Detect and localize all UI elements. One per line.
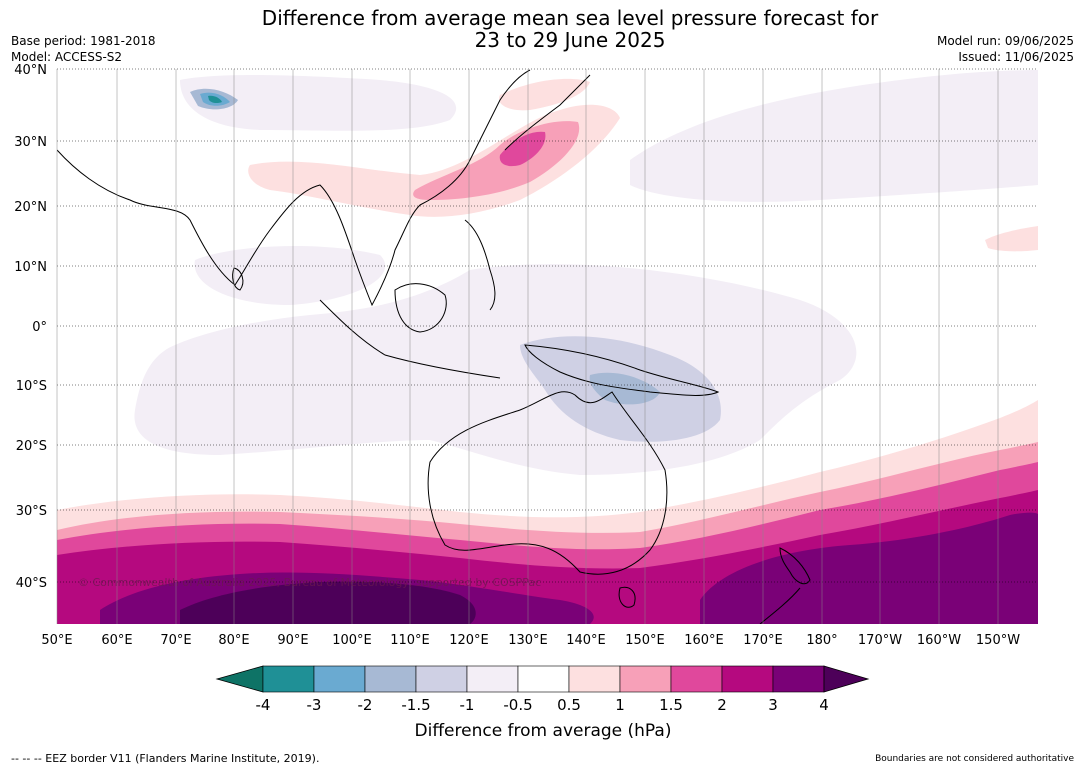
coastline-sumatra-java bbox=[319, 299, 501, 379]
colorbar-bin bbox=[466, 665, 519, 693]
longitude-labels: 50°E 60°E 70°E 80°E 90°E 100°E 110°E 120… bbox=[41, 633, 1020, 648]
colorbar-bin bbox=[670, 665, 723, 693]
lon-label: 150°W bbox=[976, 633, 1020, 648]
coastline-asia bbox=[57, 69, 531, 307]
latitude-labels: 40°N 30°N 20°N 10°N 0° 10°S 20°S 30°S 40… bbox=[14, 63, 47, 591]
colorbar-tick-label: -1 bbox=[460, 696, 475, 714]
lat-label: 10°S bbox=[16, 379, 47, 394]
colorbar-tick-label: -0.5 bbox=[503, 696, 532, 714]
colorbar-tick-label: -2 bbox=[358, 696, 373, 714]
lon-label: 170°W bbox=[858, 633, 902, 648]
colorbar: -4 -3 -2 -1.5 -1 -0.5 0.5 1 1.5 2 3 4 bbox=[215, 665, 870, 714]
colorbar-bin bbox=[619, 665, 672, 693]
copyright-watermark: © Commonwealth of Australia 2025, Bureau… bbox=[78, 576, 541, 589]
coastline-australia bbox=[427, 391, 668, 575]
run-info: Model run: 09/06/2025 Issued: 11/06/2025 bbox=[937, 33, 1074, 65]
colorbar-bins bbox=[262, 665, 825, 693]
colorbar-tick-label: 0.5 bbox=[557, 696, 581, 714]
colorbar-tick-label: 4 bbox=[819, 696, 829, 714]
coastline-new-zealand-north bbox=[779, 547, 811, 585]
lon-label: 70°E bbox=[160, 633, 191, 648]
lon-label: 110°E bbox=[390, 633, 430, 648]
meridians bbox=[56, 69, 999, 624]
lon-label: 170°E bbox=[743, 633, 783, 648]
colorbar-tick-label: -1.5 bbox=[401, 696, 430, 714]
map-title-line1: Difference from average mean sea level p… bbox=[261, 6, 879, 30]
coastline-borneo bbox=[394, 283, 447, 333]
lat-label: 20°N bbox=[14, 200, 47, 215]
colorbar-bin bbox=[721, 665, 774, 693]
model-info: Base period: 1981-2018 Model: ACCESS-S2 bbox=[11, 33, 156, 65]
model-run: Model run: 09/06/2025 bbox=[936, 34, 1074, 48]
colorbar-bin bbox=[415, 665, 468, 693]
colorbar-tick-label: 1.5 bbox=[659, 696, 683, 714]
coastlines bbox=[57, 69, 811, 624]
anomaly-region-neg05-himalaya bbox=[180, 75, 457, 131]
coastline-sri-lanka bbox=[232, 267, 244, 291]
colorbar-tick-label: 1 bbox=[615, 696, 625, 714]
colorbar-label: Difference from average (hPa) bbox=[415, 721, 672, 741]
lon-label: 160°E bbox=[684, 633, 724, 648]
map-title-line2: 23 to 29 June 2025 bbox=[474, 28, 666, 52]
coastline-philippines bbox=[464, 219, 496, 311]
colorbar-tick-label: 2 bbox=[717, 696, 727, 714]
lon-label: 130°E bbox=[508, 633, 548, 648]
anomaly-region-neg-tibet-3 bbox=[208, 95, 222, 104]
eez-note: -- -- -- EEZ border V11 (Flanders Marine… bbox=[11, 752, 320, 765]
lon-label: 120°E bbox=[449, 633, 489, 648]
colorbar-tick-label: -3 bbox=[307, 696, 322, 714]
coastline-new-zealand-south bbox=[759, 587, 801, 624]
colorbar-bin bbox=[262, 665, 315, 693]
anomaly-region-neg05-north-pacific bbox=[630, 70, 1038, 202]
colorbar-bin bbox=[517, 665, 570, 693]
lat-label: 30°N bbox=[14, 135, 47, 150]
anomaly-region-pos4-indian bbox=[180, 581, 476, 624]
base-period: Base period: 1981-2018 bbox=[11, 34, 156, 48]
issued-date: Issued: 11/06/2025 bbox=[958, 50, 1074, 64]
colorbar-tick-label: -4 bbox=[256, 696, 271, 714]
coastline-new-guinea bbox=[524, 344, 720, 396]
lat-label: 40°N bbox=[14, 63, 47, 78]
coastline-tasmania bbox=[618, 586, 636, 608]
lat-label: 40°S bbox=[16, 576, 47, 591]
lat-label: 30°S bbox=[16, 504, 47, 519]
colorbar-bin bbox=[772, 665, 825, 693]
lon-label: 140°E bbox=[566, 633, 606, 648]
map-area bbox=[57, 69, 1038, 624]
colorbar-tick-label: 3 bbox=[768, 696, 778, 714]
anomaly-region-pos15-japan bbox=[499, 131, 546, 167]
model-name: Model: ACCESS-S2 bbox=[11, 50, 123, 64]
lat-label: 0° bbox=[32, 320, 47, 335]
colorbar-bin bbox=[313, 665, 366, 693]
lon-label: 90°E bbox=[277, 633, 308, 648]
lon-label: 180° bbox=[806, 633, 837, 648]
colorbar-tick-labels: -4 -3 -2 -1.5 -1 -0.5 0.5 1 1.5 2 3 4 bbox=[256, 696, 829, 714]
lon-label: 50°E bbox=[41, 633, 72, 648]
lon-label: 100°E bbox=[332, 633, 372, 648]
coastline-japan bbox=[504, 74, 591, 151]
colorbar-bin bbox=[568, 665, 621, 693]
anomaly-region-pos05-japan-north bbox=[499, 78, 590, 111]
anomaly-region-neg05-south-asia bbox=[194, 245, 386, 305]
lon-label: 60°E bbox=[101, 633, 132, 648]
anomaly-region-pos3-tasman bbox=[700, 512, 1038, 624]
colorbar-extend-low bbox=[215, 665, 264, 693]
lat-label: 20°S bbox=[16, 439, 47, 454]
lon-label: 150°E bbox=[625, 633, 665, 648]
colorbar-extend-high bbox=[823, 665, 870, 693]
colorbar-bin bbox=[364, 665, 417, 693]
boundaries-note: Boundaries are not considered authoritat… bbox=[875, 754, 1074, 764]
lat-label: 10°N bbox=[14, 260, 47, 275]
lon-label: 160°W bbox=[917, 633, 961, 648]
lon-label: 80°E bbox=[218, 633, 249, 648]
